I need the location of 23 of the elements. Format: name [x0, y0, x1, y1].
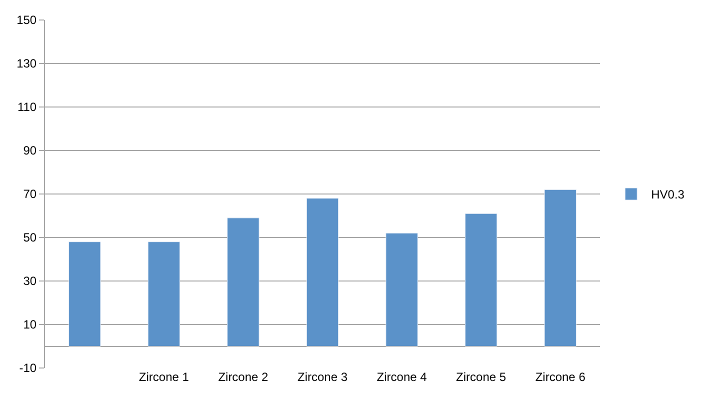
- x-tick-label: Zircone 3: [297, 370, 348, 384]
- x-tick-label: Zircone 1: [138, 370, 190, 384]
- y-tick-label: 70: [23, 187, 37, 202]
- bar: [306, 198, 339, 346]
- x-tick-label: Zircone 6: [535, 370, 586, 384]
- bar: [464, 213, 498, 346]
- y-tick-label: 10: [23, 318, 37, 332]
- bar: [386, 232, 418, 346]
- legend-label: HV0.3: [651, 188, 685, 202]
- x-tick-label: Zircone 5: [456, 370, 506, 384]
- bar: [227, 218, 260, 346]
- y-tick-label: 30: [23, 274, 37, 288]
- y-tick-label: 110: [17, 100, 37, 114]
- x-tick-label: Zircone 4: [376, 370, 428, 384]
- bar: [148, 242, 180, 346]
- bar: [544, 189, 576, 346]
- y-tick-label: 50: [23, 230, 37, 245]
- bar: [68, 242, 101, 346]
- y-tick-label: 90: [23, 144, 37, 158]
- x-tick-label: Zircone 2: [218, 370, 269, 384]
- y-tick-label: 130: [16, 56, 37, 71]
- y-tick-label: -10: [19, 361, 37, 376]
- y-tick-label: 150: [16, 13, 37, 28]
